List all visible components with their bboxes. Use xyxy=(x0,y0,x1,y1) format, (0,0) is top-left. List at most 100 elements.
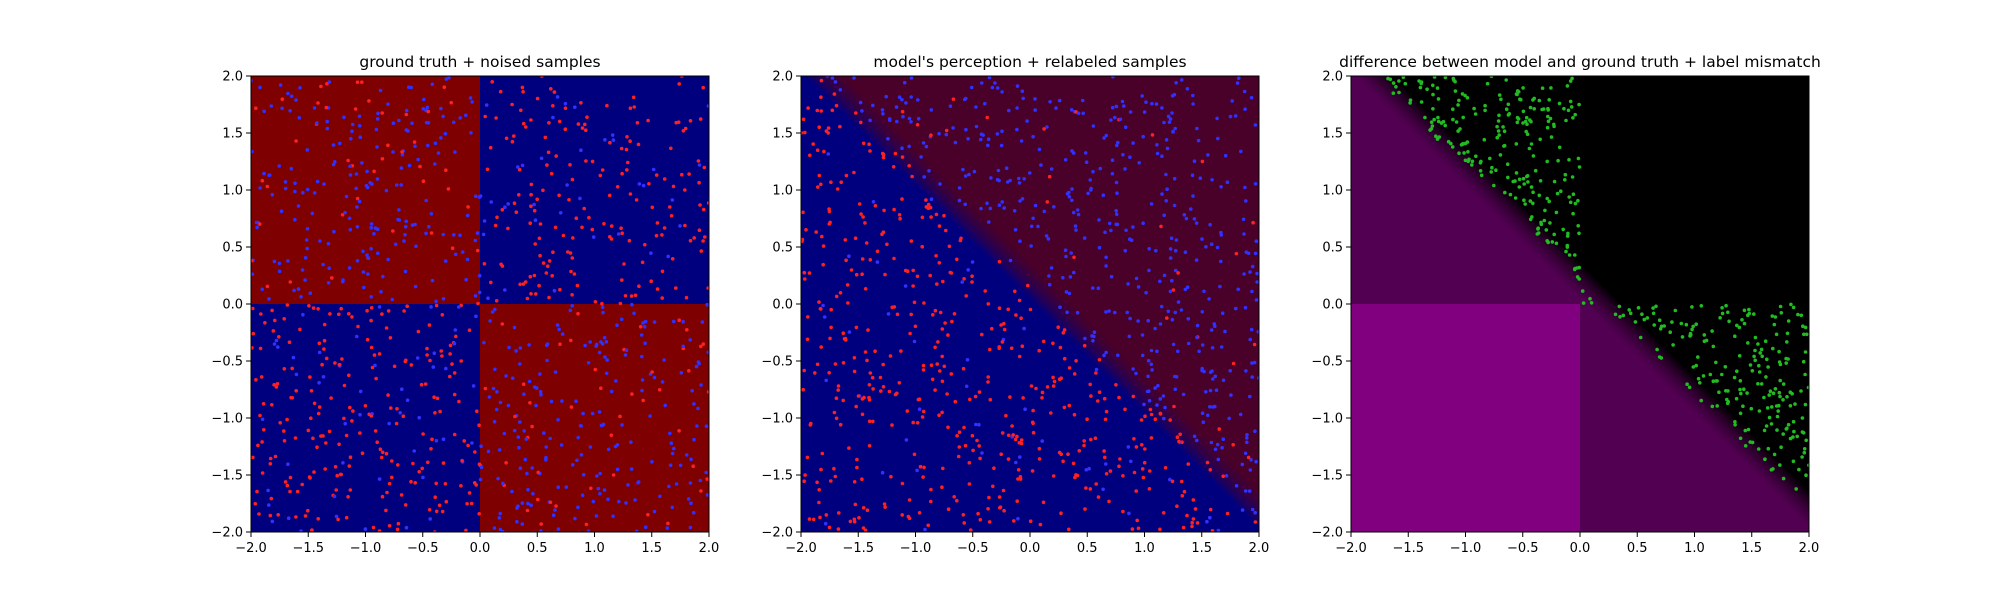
scatter-point xyxy=(450,246,455,250)
scatter-point xyxy=(880,108,885,112)
scatter-point xyxy=(1069,108,1074,112)
scatter-point xyxy=(270,192,275,197)
scatter-point xyxy=(834,103,839,108)
scatter-point xyxy=(937,261,942,265)
scatter-point xyxy=(1131,394,1136,399)
scatter-point xyxy=(1040,396,1044,400)
scatter-point xyxy=(1018,455,1022,459)
scatter-point xyxy=(1142,110,1147,114)
scatter-point xyxy=(946,333,950,337)
scatter-point xyxy=(1016,176,1021,181)
scatter-point xyxy=(1015,434,1019,439)
scatter-point xyxy=(1540,86,1545,90)
scatter-point xyxy=(384,188,389,193)
scatter-point xyxy=(801,210,805,215)
scatter-point xyxy=(340,357,344,361)
scatter-point xyxy=(1244,369,1248,373)
scatter-point xyxy=(278,421,283,425)
scatter-point xyxy=(1136,526,1141,531)
scatter-point xyxy=(411,461,415,466)
scatter-point xyxy=(285,417,289,422)
scatter-point xyxy=(295,489,300,494)
scatter-point xyxy=(473,294,478,298)
scatter-point xyxy=(323,467,328,471)
scatter-point xyxy=(602,222,606,226)
scatter-point xyxy=(962,277,966,281)
scatter-point xyxy=(444,77,449,81)
scatter-point xyxy=(1391,91,1396,95)
scatter-point xyxy=(500,322,505,326)
scatter-point xyxy=(1219,259,1223,264)
scatter-point xyxy=(378,447,383,452)
scatter-point xyxy=(906,514,911,519)
scatter-point xyxy=(638,324,643,329)
scatter-point xyxy=(1589,301,1594,305)
scatter-point xyxy=(257,512,261,516)
scatter-point xyxy=(405,398,410,403)
scatter-point xyxy=(1114,104,1119,109)
scatter-point xyxy=(404,525,409,530)
scatter-point xyxy=(496,476,500,481)
scatter-point xyxy=(702,165,707,170)
scatter-point xyxy=(880,470,885,475)
scatter-point xyxy=(439,136,443,140)
scatter-point xyxy=(952,495,956,499)
scatter-point xyxy=(1131,367,1135,371)
scatter-point xyxy=(1125,310,1129,315)
scatter-point xyxy=(1150,368,1154,372)
scatter-point xyxy=(1123,248,1128,253)
scatter-point xyxy=(504,461,508,465)
scatter-point xyxy=(1435,86,1440,90)
scatter-point xyxy=(331,162,336,167)
scatter-point xyxy=(987,520,992,524)
scatter-point xyxy=(803,130,807,135)
scatter-point xyxy=(286,516,291,520)
scatter-point xyxy=(1547,98,1551,102)
scatter-point xyxy=(1229,393,1233,397)
scatter-point xyxy=(403,224,408,229)
scatter-point xyxy=(1514,142,1519,146)
scatter-point xyxy=(418,164,422,169)
scatter-point xyxy=(600,305,605,310)
scatter-point xyxy=(544,455,548,460)
scatter-point xyxy=(1470,163,1474,167)
scatter-point xyxy=(913,324,918,329)
scatter-point xyxy=(1121,474,1125,478)
scatter-point xyxy=(836,527,841,531)
scatter-point xyxy=(1756,342,1760,346)
scatter-point xyxy=(430,82,435,87)
scatter-point xyxy=(1098,166,1103,171)
scatter-point xyxy=(816,185,820,189)
scatter-point xyxy=(1030,469,1035,473)
scatter-point xyxy=(1007,108,1011,113)
region-above xyxy=(828,76,1259,505)
scatter-point xyxy=(1517,185,1522,189)
scatter-point xyxy=(629,440,633,445)
scatter-point xyxy=(1128,110,1133,114)
scatter-point xyxy=(931,313,935,317)
scatter-point xyxy=(1200,343,1205,347)
scatter-point xyxy=(599,340,603,344)
scatter-point xyxy=(986,380,990,384)
scatter-point xyxy=(624,501,628,505)
scatter-point xyxy=(1714,360,1718,365)
scatter-point xyxy=(677,82,681,86)
scatter-point xyxy=(459,484,463,488)
scatter-point xyxy=(704,424,709,429)
scatter-point xyxy=(681,344,685,349)
scatter-point xyxy=(378,88,383,93)
scatter-point xyxy=(429,305,433,309)
scatter-point xyxy=(594,344,598,348)
scatter-point xyxy=(811,142,815,146)
scatter-point xyxy=(1431,92,1435,97)
scatter-point xyxy=(1168,289,1173,294)
scatter-point xyxy=(854,404,858,409)
scatter-point xyxy=(568,251,573,255)
scatter-point xyxy=(972,169,977,174)
scatter-point xyxy=(867,444,872,448)
scatter-point xyxy=(493,367,497,372)
scatter-point xyxy=(986,302,991,306)
scatter-point xyxy=(1658,327,1663,331)
scatter-point xyxy=(832,466,836,471)
scatter-point xyxy=(909,120,913,124)
